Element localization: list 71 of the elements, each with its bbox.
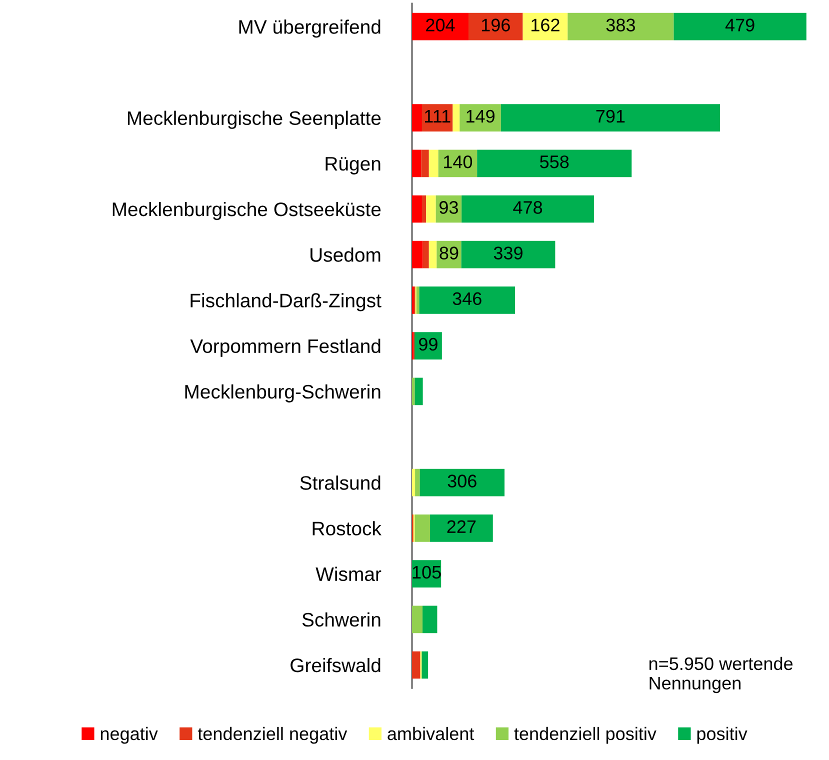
data-label: 149 — [466, 110, 494, 123]
data-label: 346 — [452, 292, 482, 306]
data-label: 196 — [482, 18, 510, 32]
legend-label: positiv — [697, 726, 748, 744]
bar — [674, 12, 806, 40]
y-tick-label: Mecklenburg-Schwerin — [185, 384, 380, 402]
bar — [430, 514, 493, 542]
y-tick-label: MV übergreifend — [239, 20, 380, 38]
bar — [460, 104, 501, 132]
y-tick-label: Mecklenburgische Ostseeküste — [112, 202, 381, 220]
bar — [412, 240, 423, 268]
data-label: 478 — [513, 201, 542, 214]
bar — [412, 606, 423, 634]
bar — [500, 104, 720, 132]
bar — [416, 286, 420, 314]
legend-label: negativ — [100, 726, 158, 744]
legend-label: ambivalent — [388, 726, 474, 740]
bar — [415, 468, 420, 496]
y-tick-label: Mecklenburgische Seenplatte — [128, 110, 381, 129]
bar — [428, 150, 438, 178]
bar — [426, 195, 436, 223]
y-tick-label: Usedom — [310, 248, 380, 262]
legend-label: tendenziell negativ — [198, 726, 348, 744]
bar — [419, 286, 516, 314]
bar — [422, 606, 438, 634]
y-tick-label: Vorpommern Festland — [190, 338, 380, 357]
data-label: 93 — [440, 201, 458, 214]
bar — [522, 12, 568, 40]
bar — [421, 150, 429, 178]
data-label: 89 — [440, 246, 458, 260]
data-label: 227 — [447, 520, 476, 533]
y-tick-label: Rostock — [312, 521, 382, 536]
bar — [477, 150, 632, 178]
bar — [428, 240, 437, 268]
bar — [412, 12, 469, 40]
bar — [412, 150, 422, 178]
bar — [412, 104, 422, 132]
data-label: 111 — [425, 110, 450, 122]
bar — [568, 12, 674, 40]
y-tick-label: Rügen — [326, 157, 380, 174]
y-tick-label: Fischland-Darß-Zingst — [190, 293, 382, 312]
bar — [412, 378, 415, 406]
bar — [420, 468, 505, 496]
bar — [414, 378, 423, 406]
bar — [462, 195, 594, 223]
bar — [414, 514, 430, 542]
data-label: 558 — [540, 155, 569, 168]
bar — [422, 240, 429, 268]
y-tick-label: Stralsund — [300, 476, 380, 490]
data-label: 162 — [532, 18, 560, 32]
data-label: 99 — [419, 338, 438, 351]
bar — [461, 240, 556, 268]
bar — [452, 104, 460, 132]
y-tick-label: Schwerin — [302, 612, 380, 627]
bar — [422, 651, 428, 679]
data-label: 105 — [412, 566, 441, 579]
y-tick-label: Greifswald — [290, 658, 380, 672]
data-label: 791 — [596, 110, 625, 123]
bar — [422, 195, 426, 223]
bar — [468, 12, 523, 40]
legend-label: tendenziell positiv — [514, 726, 656, 744]
data-label: 140 — [444, 155, 472, 168]
data-label: 479 — [725, 18, 754, 32]
data-label: 339 — [494, 246, 522, 260]
annotation: n=5.950 wertende Nennungen — [649, 656, 793, 694]
y-tick-label: Wismar — [316, 566, 382, 582]
bar — [412, 651, 420, 679]
data-label: 383 — [606, 18, 635, 32]
data-label: 306 — [448, 474, 476, 488]
bar — [412, 195, 422, 223]
data-label: 204 — [426, 18, 455, 32]
